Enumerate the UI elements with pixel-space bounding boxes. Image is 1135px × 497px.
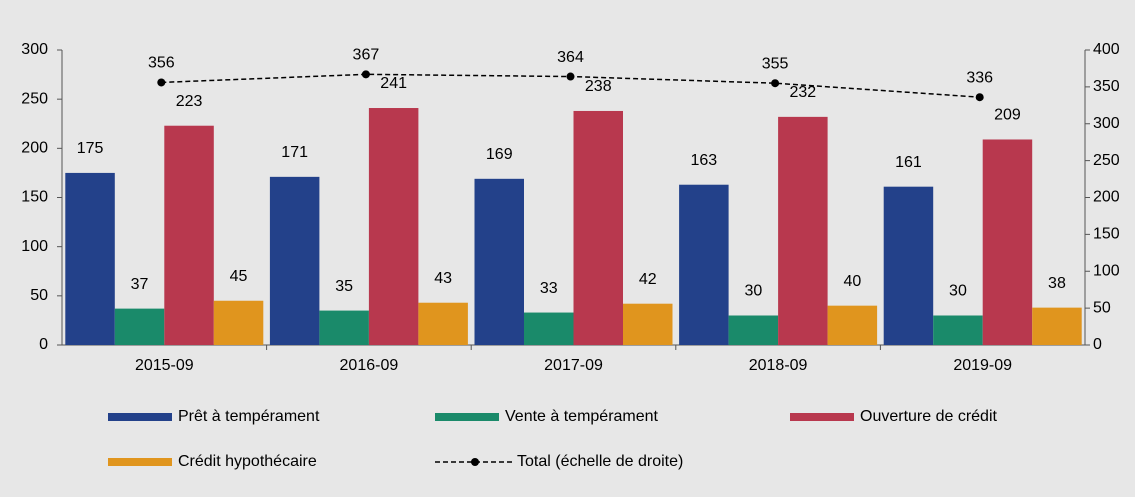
data-label: 42 (639, 271, 657, 288)
data-label: 35 (335, 278, 353, 295)
bar (164, 125, 214, 345)
bar (827, 305, 878, 345)
data-label: 175 (77, 140, 104, 157)
bar (982, 139, 1033, 345)
y-tick-label: 50 (30, 287, 48, 304)
bar (1032, 307, 1082, 345)
x-tick-label: 2018-09 (749, 357, 808, 374)
bar (269, 176, 320, 345)
bar (623, 303, 673, 345)
data-label: 161 (895, 154, 922, 171)
bar (778, 116, 828, 345)
y-tick-label: 250 (21, 90, 48, 107)
total-point (361, 70, 370, 79)
data-label: 38 (1048, 275, 1066, 292)
y2-tick-label: 100 (1093, 262, 1120, 279)
legend-swatch (108, 458, 172, 466)
legend-swatch (108, 413, 172, 421)
data-label: 37 (131, 276, 149, 293)
bar (679, 184, 729, 345)
x-tick-label: 2015-09 (135, 357, 194, 374)
data-label: 364 (557, 49, 584, 66)
y2-tick-label: 400 (1093, 41, 1120, 58)
legend-swatch (435, 413, 499, 421)
y-tick-label: 300 (21, 41, 48, 58)
data-label: 336 (966, 69, 993, 86)
y-tick-label: 150 (21, 189, 48, 206)
total-point (566, 72, 575, 81)
y2-tick-label: 200 (1093, 189, 1120, 206)
legend-point (471, 458, 479, 466)
bar (883, 186, 934, 345)
data-label: 163 (690, 152, 717, 169)
bar (368, 108, 419, 346)
y2-tick-label: 300 (1093, 115, 1120, 132)
data-label: 223 (176, 93, 203, 110)
y2-tick-label: 0 (1093, 336, 1102, 353)
bar (933, 315, 983, 345)
data-label: 43 (434, 270, 452, 287)
data-label: 169 (486, 146, 513, 163)
y-tick-label: 0 (39, 336, 48, 353)
legend-label: Total (échelle de droite) (517, 453, 683, 470)
legend-swatch (790, 413, 854, 421)
x-tick-label: 2016-09 (340, 357, 399, 374)
bar (573, 110, 623, 345)
bar (728, 315, 779, 345)
legend-label: Prêt à tempérament (178, 408, 320, 425)
data-label: 171 (281, 144, 308, 161)
bar (65, 172, 115, 345)
x-tick-label: 2017-09 (544, 357, 603, 374)
bar (524, 312, 574, 345)
y-tick-label: 100 (21, 238, 48, 255)
data-label: 33 (540, 280, 558, 297)
y2-tick-label: 250 (1093, 152, 1120, 169)
data-label: 30 (949, 283, 967, 300)
total-point (771, 79, 780, 88)
data-label: 355 (762, 55, 789, 72)
data-label: 238 (585, 78, 612, 95)
y-tick-label: 200 (21, 140, 48, 157)
y2-tick-label: 150 (1093, 226, 1120, 243)
bar (474, 178, 524, 345)
data-label: 209 (994, 107, 1021, 124)
legend-label: Vente à tempérament (505, 408, 659, 425)
legend-label: Ouverture de crédit (860, 408, 998, 425)
data-label: 40 (843, 273, 861, 290)
y2-tick-label: 350 (1093, 78, 1120, 95)
data-label: 232 (789, 84, 816, 101)
bar (319, 310, 369, 345)
x-tick-label: 2019-09 (953, 357, 1012, 374)
legend-label: Crédit hypothécaire (178, 453, 317, 470)
data-label: 45 (230, 268, 248, 285)
data-label: 241 (380, 75, 407, 92)
data-label: 30 (744, 283, 762, 300)
y2-tick-label: 50 (1093, 299, 1111, 316)
bar (418, 302, 468, 345)
total-point (157, 78, 166, 87)
total-point (975, 93, 984, 102)
bar (213, 300, 264, 345)
bar (114, 308, 165, 345)
data-label: 367 (353, 47, 380, 64)
data-label: 356 (148, 55, 175, 72)
